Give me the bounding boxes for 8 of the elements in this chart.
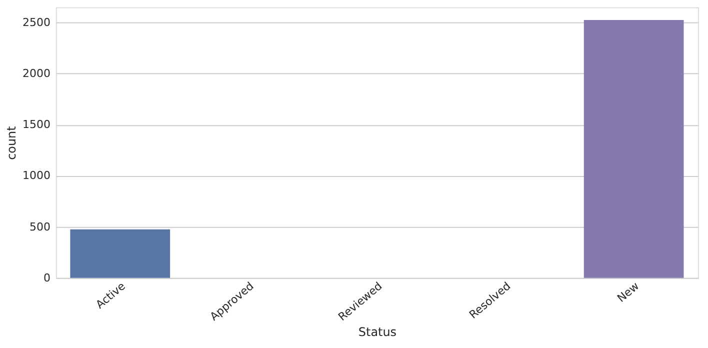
x-axis-title: Status [358,324,397,339]
y-tick-label: 500 [29,220,50,234]
y-axis-title: count [4,126,18,160]
y-tick-label: 1500 [22,118,50,132]
y-tick-label: 0 [43,271,50,284]
y-tick-label: 2000 [22,67,50,80]
y-tick-label: 1000 [22,169,50,182]
y-tick-label: 2500 [22,16,50,30]
